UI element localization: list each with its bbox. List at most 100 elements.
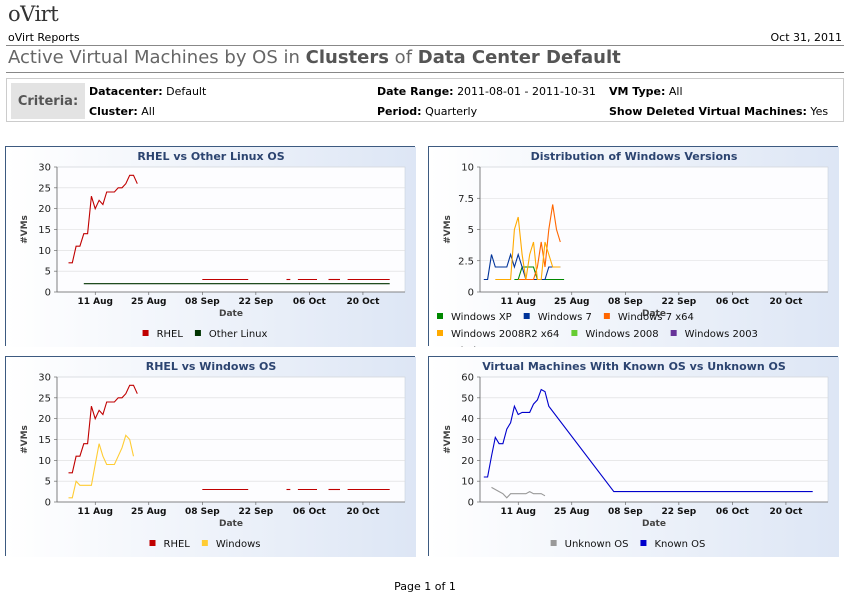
legend-swatch — [437, 313, 443, 319]
legend-swatch — [571, 330, 578, 336]
x-axis-label: Date — [219, 309, 243, 319]
legend-swatch — [149, 540, 156, 546]
legend-label: Windows 2008 x64 — [451, 346, 546, 347]
x-tick-label: 11 Aug — [500, 507, 535, 517]
chart-rhel-vs-other-linux: RHEL vs Other Linux OS 0 5 10 15 20 25 30 11 Aug… — [5, 146, 416, 347]
y-tick-label: 30 — [461, 435, 474, 446]
chart-rhel-vs-windows: RHEL vs Windows OS 0 5 10 15 20 25 30 11 Aug 25 A… — [5, 356, 416, 557]
y-tick-label: 0 — [468, 498, 474, 509]
chart-rhel-vs-other-linux-svg: RHEL vs Other Linux OS 0 5 10 15 20 25 30 11 Aug… — [6, 147, 416, 347]
y-tick-label: 40 — [461, 414, 474, 425]
y-tick-label: 15 — [38, 225, 51, 236]
x-tick-label: 08 Sep — [185, 297, 220, 307]
criteria-key: VM Type: — [609, 85, 666, 98]
chart-title: RHEL vs Windows OS — [146, 360, 277, 373]
report-title-part: Data Center Default — [417, 47, 621, 68]
x-tick-label: 20 Oct — [769, 507, 803, 517]
criteria-value: 2011-08-01 - 2011-10-31 — [457, 85, 596, 98]
y-tick-label: 60 — [461, 373, 474, 384]
criteria-show-deleted: Show Deleted Virtual Machines: Yes — [609, 105, 828, 118]
legend-swatch — [603, 313, 610, 319]
chart-rhel-vs-windows-svg: RHEL vs Windows OS 0 5 10 15 20 25 30 11 Aug 25 A… — [6, 357, 416, 557]
x-tick-label: 25 Aug — [131, 507, 166, 517]
y-tick-label: 5 — [468, 225, 474, 236]
series-line — [495, 216, 561, 281]
criteria-panel: Criteria: Datacenter: Default Cluster: A… — [6, 78, 844, 122]
criteria-value: Yes — [810, 105, 829, 118]
criteria-key: Cluster: — [89, 105, 138, 118]
x-tick-label: 08 Sep — [185, 507, 220, 517]
y-tick-label: 20 — [38, 414, 51, 425]
x-tick-label: 20 Oct — [769, 297, 803, 307]
series-line — [68, 434, 135, 499]
series-line — [518, 204, 561, 281]
x-tick-label: 08 Sep — [608, 507, 643, 517]
y-tick-label: 10 — [38, 246, 51, 257]
x-tick-label: 22 Sep — [662, 507, 697, 517]
y-axis-label: #VMs — [443, 425, 453, 454]
criteria-date-range: Date Range: 2011-08-01 - 2011-10-31 — [377, 85, 596, 98]
x-tick-label: 22 Sep — [662, 297, 697, 307]
criteria-label: Criteria: — [11, 83, 85, 119]
legend-swatch — [640, 540, 647, 546]
x-tick-label: 20 Oct — [346, 297, 380, 307]
legend-swatch — [550, 540, 557, 546]
x-tick-label: 20 Oct — [346, 507, 380, 517]
legend-label: Windows 7 — [538, 312, 592, 323]
report-date: Oct 31, 2011 — [770, 31, 843, 44]
chart-windows-versions-svg: Distribution of Windows Versions 0 2.5 5 7.5… — [429, 147, 839, 347]
x-tick-label: 25 Aug — [554, 507, 589, 517]
y-tick-label: 10 — [461, 163, 474, 174]
x-tick-label: 22 Sep — [239, 297, 274, 307]
x-tick-label: 22 Sep — [239, 507, 274, 517]
x-axis-label: Date — [642, 309, 666, 319]
legend-label: Known OS — [654, 539, 705, 550]
legend-label: Unknown OS — [565, 539, 629, 550]
legend-label: Other Linux — [209, 329, 268, 340]
y-tick-label: 15 — [38, 435, 51, 446]
y-tick-label: 25 — [38, 183, 51, 194]
legend-label: Windows 7 x64 — [618, 312, 694, 323]
y-tick-label: 0 — [45, 288, 51, 299]
x-tick-label: 06 Oct — [293, 507, 327, 517]
criteria-vm-type: VM Type: All — [609, 85, 683, 98]
y-tick-label: 10 — [461, 477, 474, 488]
x-tick-label: 11 Aug — [77, 297, 112, 307]
y-tick-label: 25 — [38, 393, 51, 404]
y-tick-label: 2.5 — [458, 256, 474, 267]
title-divider — [6, 72, 844, 73]
criteria-key: Datacenter: — [89, 85, 163, 98]
y-tick-label: 20 — [461, 456, 474, 467]
criteria-value: All — [668, 85, 683, 98]
y-tick-label: 5 — [45, 477, 51, 488]
page-number: Page 1 of 1 — [394, 580, 456, 592]
chart-windows-versions: Distribution of Windows Versions 0 2.5 5 7.5… — [428, 146, 839, 347]
criteria-value: Default — [166, 85, 207, 98]
y-tick-label: 30 — [38, 163, 51, 174]
series-line — [491, 486, 546, 499]
criteria-value: All — [141, 105, 155, 118]
x-tick-label: 25 Aug — [554, 297, 589, 307]
legend-swatch — [201, 540, 208, 546]
legend-label: Windows 2008 — [585, 329, 658, 340]
y-axis-label: #VMs — [20, 215, 30, 244]
legend-label: Windows XP — [451, 312, 512, 323]
legend-label: Windows 2003 — [685, 329, 758, 340]
report-title-part: Clusters — [305, 47, 389, 68]
legend-label: RHEL — [164, 539, 191, 550]
y-tick-label: 30 — [38, 373, 51, 384]
legend-swatch — [194, 330, 201, 336]
header-divider — [6, 45, 844, 46]
chart-title: RHEL vs Other Linux OS — [137, 150, 284, 163]
x-axis-label: Date — [642, 519, 666, 529]
criteria-key: Show Deleted Virtual Machines: — [609, 105, 807, 118]
y-tick-label: 7.5 — [458, 194, 474, 205]
app-name: oVirt Reports — [8, 31, 80, 44]
y-axis-label: #VMs — [443, 215, 453, 244]
criteria-cluster: Cluster: All — [89, 105, 155, 118]
criteria-key: Period: — [377, 105, 422, 118]
report-title-part: of — [388, 47, 418, 68]
legend-swatch — [670, 330, 677, 336]
chart-title: Distribution of Windows Versions — [531, 150, 738, 163]
report-title-part: Active Virtual Machines by OS in — [8, 47, 306, 68]
